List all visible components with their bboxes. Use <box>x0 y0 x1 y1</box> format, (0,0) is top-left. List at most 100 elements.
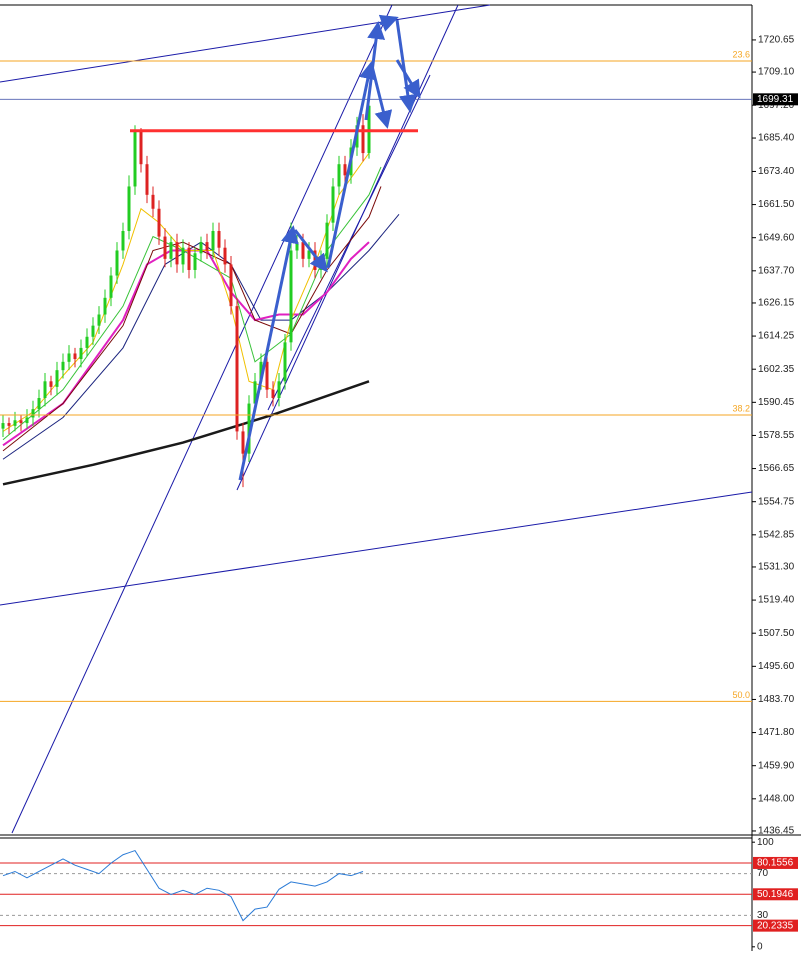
candle-body <box>199 242 203 254</box>
candle-body <box>25 417 29 424</box>
y-tick-label: 1626.15 <box>758 298 795 309</box>
candle-body <box>67 353 71 362</box>
candle-body <box>145 164 149 195</box>
candle-body <box>307 250 311 259</box>
candle-body <box>271 389 275 399</box>
arrow <box>395 59 421 99</box>
trend-line <box>236 4 459 491</box>
osc-tick-label: 30 <box>757 910 769 921</box>
y-tick-label: 1554.75 <box>758 496 795 507</box>
y-tick-label: 1602.35 <box>758 364 795 375</box>
y-tick-label: 1519.40 <box>758 595 795 606</box>
candle-body <box>259 361 263 382</box>
candle-body <box>97 314 101 326</box>
osc-tick-label: 70 <box>757 868 769 879</box>
trend-line <box>11 4 393 834</box>
candle-body <box>169 242 173 259</box>
candle-body <box>229 264 233 307</box>
y-tick-label: 1578.55 <box>758 430 795 441</box>
candle-body <box>49 381 53 387</box>
candle-body <box>133 130 137 187</box>
candle-body <box>181 247 185 265</box>
candle-body <box>193 253 197 270</box>
candle-body <box>301 242 305 259</box>
candle-body <box>115 250 119 276</box>
fib-label: 38.2 <box>732 403 750 413</box>
candle-body <box>343 164 347 176</box>
y-tick-label: 1720.65 <box>758 35 795 46</box>
candle-body <box>265 361 269 390</box>
candle-body <box>295 242 299 251</box>
candle-body <box>253 381 257 404</box>
candle-body <box>205 242 209 251</box>
candle-body <box>13 420 17 426</box>
candle-body <box>331 186 335 223</box>
osc-level-label: 80.1556 <box>757 858 794 869</box>
candle-body <box>7 423 11 426</box>
candle-body <box>109 275 113 298</box>
y-tick-label: 1542.85 <box>758 529 795 540</box>
y-tick-label: 1495.60 <box>758 661 795 672</box>
y-tick-label: 1614.25 <box>758 331 795 342</box>
candle-body <box>151 194 155 209</box>
arrow <box>370 65 393 129</box>
candle-body <box>121 231 125 251</box>
osc-tick-label: 0 <box>757 941 763 951</box>
y-tick-label: 1709.10 <box>758 67 795 78</box>
y-tick-label: 1566.65 <box>758 463 795 474</box>
candle-body <box>211 231 215 251</box>
candle-body <box>223 247 227 265</box>
y-tick-label: 1637.70 <box>758 265 795 276</box>
channel-line <box>0 4 491 83</box>
candle-body <box>187 247 191 270</box>
candle-body <box>157 208 161 237</box>
osc-tick-label: 100 <box>757 837 774 848</box>
candle-body <box>1 423 5 429</box>
y-tick-label: 1531.30 <box>758 562 795 573</box>
current-price-box <box>753 93 798 106</box>
y-tick-label: 1459.90 <box>758 760 795 771</box>
candle-body <box>55 370 59 387</box>
arrow <box>326 61 377 269</box>
candle-body <box>217 231 221 248</box>
osc-level-box <box>753 856 798 869</box>
candle-body <box>103 297 107 315</box>
candle-body <box>37 398 41 410</box>
osc-level-label: 50.1946 <box>757 889 794 900</box>
osc-level-box <box>753 888 798 901</box>
candle-body <box>337 164 341 187</box>
candle-body <box>31 409 35 418</box>
candle-body <box>61 361 65 371</box>
candle-body <box>325 222 329 259</box>
candle-body <box>277 381 281 399</box>
candle-body <box>19 420 23 424</box>
fib-label: 23.6 <box>732 49 750 59</box>
y-tick-label: 1471.80 <box>758 727 795 738</box>
candle-body <box>247 403 251 454</box>
y-tick-label: 1448.00 <box>758 793 795 804</box>
y-tick-label: 1507.50 <box>758 628 795 639</box>
y-tick-label: 1483.70 <box>758 694 795 705</box>
candle-body <box>175 242 179 265</box>
arrow <box>238 225 299 481</box>
oscillator-line <box>2 849 364 922</box>
osc-level-label: 20.2335 <box>757 920 794 931</box>
arrow <box>293 229 328 273</box>
candle-body <box>235 306 239 432</box>
candle-body <box>91 325 95 337</box>
current-price-label: 1699.31 <box>757 94 794 105</box>
candle-body <box>283 342 287 382</box>
candle-body <box>85 336 89 348</box>
y-tick-label: 1436.45 <box>758 826 795 837</box>
y-tick-label: 1685.40 <box>758 133 795 144</box>
candle-body <box>73 353 77 360</box>
candle-body <box>361 125 365 154</box>
candle-body <box>139 130 143 165</box>
osc-level-box <box>753 919 798 932</box>
candle-body <box>241 431 245 454</box>
wave-arrows <box>238 14 421 481</box>
moving-average <box>2 152 370 432</box>
candle-body <box>127 186 131 232</box>
